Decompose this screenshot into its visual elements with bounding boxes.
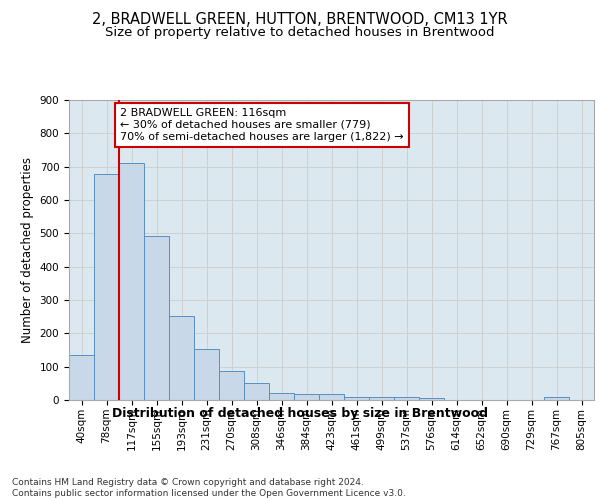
Y-axis label: Number of detached properties: Number of detached properties	[21, 157, 34, 343]
Bar	[69, 355, 94, 400]
Bar	[144, 236, 169, 400]
Bar	[169, 316, 194, 400]
Text: 2, BRADWELL GREEN, HUTTON, BRENTWOOD, CM13 1YR: 2, BRADWELL GREEN, HUTTON, BRENTWOOD, CM…	[92, 12, 508, 28]
Text: Distribution of detached houses by size in Brentwood: Distribution of detached houses by size …	[112, 408, 488, 420]
Bar	[269, 392, 294, 400]
Bar	[294, 394, 319, 400]
Bar	[544, 396, 569, 400]
Bar	[119, 164, 144, 400]
Text: 2 BRADWELL GREEN: 116sqm
← 30% of detached houses are smaller (779)
70% of semi-: 2 BRADWELL GREEN: 116sqm ← 30% of detach…	[120, 108, 404, 142]
Text: Size of property relative to detached houses in Brentwood: Size of property relative to detached ho…	[105, 26, 495, 39]
Bar	[394, 396, 419, 400]
Bar	[94, 174, 119, 400]
Bar	[219, 370, 244, 400]
Bar	[344, 396, 369, 400]
Bar	[369, 396, 394, 400]
Bar	[419, 398, 444, 400]
Bar	[244, 384, 269, 400]
Bar	[319, 394, 344, 400]
Text: Contains HM Land Registry data © Crown copyright and database right 2024.
Contai: Contains HM Land Registry data © Crown c…	[12, 478, 406, 498]
Bar	[194, 350, 219, 400]
